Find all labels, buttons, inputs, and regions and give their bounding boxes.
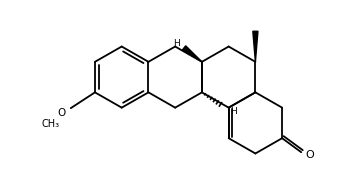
Text: H: H bbox=[173, 39, 180, 48]
Text: CH₃: CH₃ bbox=[41, 119, 59, 129]
Polygon shape bbox=[183, 46, 202, 62]
Polygon shape bbox=[253, 31, 258, 62]
Text: H: H bbox=[230, 107, 237, 116]
Text: O: O bbox=[58, 108, 66, 118]
Text: O: O bbox=[306, 150, 314, 160]
